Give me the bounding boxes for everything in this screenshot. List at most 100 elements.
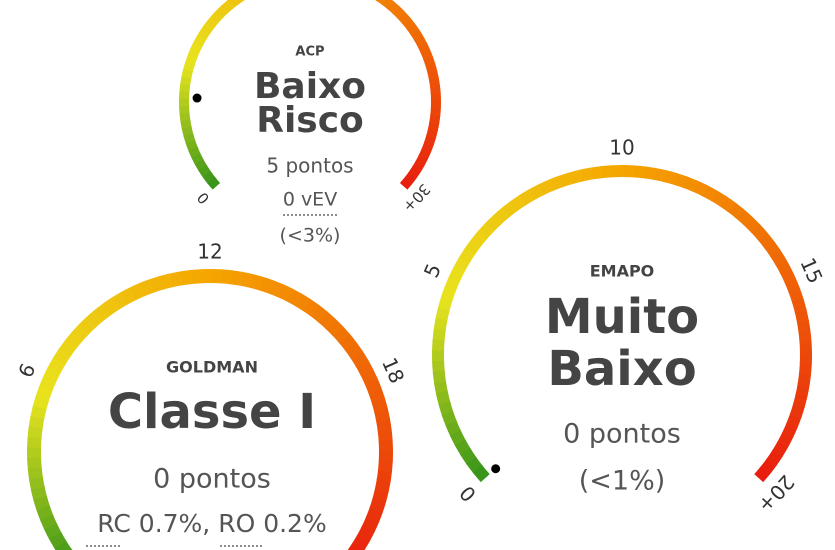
gauge-arc-segment — [179, 105, 190, 116]
gauge-arc-segment — [786, 412, 802, 429]
gauge-arc-segment — [27, 457, 42, 471]
gauge-arc-segment — [302, 298, 320, 317]
gauge-arc-segment — [798, 330, 812, 344]
gauge-tick-label: 6 — [13, 360, 40, 381]
gauge-arc-segment — [429, 84, 441, 95]
gauge-arc-segment — [642, 166, 657, 180]
gauge-arc-segment — [397, 11, 411, 25]
gauge-arc-segment — [794, 308, 809, 324]
gauge-arc-segment — [338, 333, 357, 352]
gauge-arc-segment — [427, 120, 440, 132]
gauge-arc-segment — [365, 506, 384, 523]
gauge-arc-segment — [589, 166, 604, 180]
gauge-arc-segment — [795, 382, 810, 398]
gauge-arc-segment — [375, 417, 392, 432]
gauge-arc-segment — [373, 407, 391, 422]
gauge-arc-segment — [179, 83, 191, 94]
gauge-arc-segment — [757, 231, 775, 249]
gauge-arc-segment — [32, 395, 50, 411]
gauge-arc-segment — [201, 21, 215, 35]
gauge-arc-segment — [410, 28, 424, 42]
gauge-arc-segment — [64, 331, 83, 350]
gauge-arc-segment — [257, 276, 274, 294]
gauge-arc-segment — [454, 439, 472, 456]
gauge-arc-segment — [30, 486, 48, 502]
gauge-arc-segment — [148, 276, 164, 294]
gauge-arc-segment — [547, 175, 564, 192]
gauge-arc-segment — [578, 167, 593, 182]
gauge-tick-label: 12 — [197, 240, 222, 264]
gauge-arc-segment — [215, 5, 229, 19]
gauge-tick-label: 0 — [193, 188, 213, 207]
gauge-arc-segment — [662, 170, 678, 185]
gauge-arc-segment — [276, 283, 293, 302]
gauge-arc-segment — [411, 160, 425, 173]
gauge-arc-segment — [44, 523, 62, 541]
gauge-arc-segment — [220, 0, 234, 14]
gauge-arc-segment — [239, 271, 254, 288]
gauge-arc-segment — [791, 298, 807, 314]
gauge-arc-segment — [718, 195, 736, 213]
gauge-arc-segment — [775, 258, 792, 275]
gauge-arc-segment — [180, 76, 192, 87]
gauge-arc-segment — [190, 40, 203, 53]
gauge-marker — [192, 93, 202, 103]
gauge-arc-segment — [193, 34, 207, 47]
gauge-arc-segment — [430, 107, 441, 117]
gauge-arc-segment — [466, 456, 484, 474]
gauge-arc-segment — [377, 428, 393, 442]
gauge-arc-segment — [168, 271, 183, 288]
gauge-detail: RC 0.7%, RO 0.2% — [97, 509, 326, 538]
gauge-arc-segment — [27, 437, 42, 450]
gauge-arc-segment — [187, 47, 200, 60]
gauge-arc-segment — [600, 165, 614, 179]
gauge-arc-segment — [188, 146, 201, 159]
gauge-arc-segment — [128, 283, 146, 301]
gauge-arc-segment — [372, 487, 389, 503]
gauge-arc-segment — [310, 304, 328, 323]
gauge-arc-segment — [355, 358, 374, 376]
gauge-arc-segment — [766, 449, 783, 467]
gauge-arc-segment — [188, 269, 202, 285]
gauge-arc-segment — [789, 402, 806, 419]
gauge-arc-segment — [197, 27, 211, 41]
gauge-arc-segment — [428, 77, 441, 88]
gauge-tick-label: 18 — [377, 354, 409, 387]
gauge-arc-segment — [433, 317, 448, 332]
gauge-arc-segment — [484, 214, 502, 232]
gauge-detail: (<1%) — [579, 466, 666, 497]
gauge-arc-segment — [788, 287, 804, 304]
gauge-arc-segment — [325, 317, 344, 337]
gauge-arc-segment — [375, 0, 387, 6]
gauge-arc-segment — [185, 140, 198, 152]
gauge-arc-segment — [158, 273, 173, 290]
gauge-arc-segment — [191, 153, 204, 166]
gauge-arc-segment — [672, 172, 688, 189]
gauge-arc-segment — [437, 296, 453, 312]
gauge-arc-segment — [652, 167, 667, 183]
gauge-arc-segment — [537, 179, 554, 196]
gauge-arc-segment — [434, 381, 449, 396]
gauge-arc-segment — [184, 54, 198, 66]
gauge-arc-segment — [360, 368, 378, 385]
gauge-arc-segment — [429, 113, 441, 124]
gauge-arc-segment — [77, 316, 97, 336]
gauge-arc-segment — [344, 341, 363, 359]
gauge-arc-segment — [267, 279, 284, 298]
gauge-arc-segment — [477, 222, 495, 240]
gauge-arc-segment — [750, 223, 768, 241]
gauge-arc-segment — [769, 249, 787, 266]
gauge-arc-segment — [418, 147, 432, 160]
gauge-arc-segment — [796, 319, 811, 334]
gauge-arc-segment — [403, 172, 417, 185]
gauge-arc-segment — [444, 276, 461, 293]
gauge-arc-segment — [85, 309, 104, 329]
gauge-arc-segment — [207, 176, 221, 190]
gauge-arc-segment — [424, 134, 437, 146]
gauge-arc-segment — [771, 440, 789, 458]
gauge-arc-segment — [408, 166, 421, 179]
gauge-arc-segment — [432, 339, 445, 353]
gauge-arc-segment — [29, 476, 45, 491]
gauge-arc-segment — [119, 287, 137, 306]
gauge-arc-segment — [350, 349, 369, 368]
